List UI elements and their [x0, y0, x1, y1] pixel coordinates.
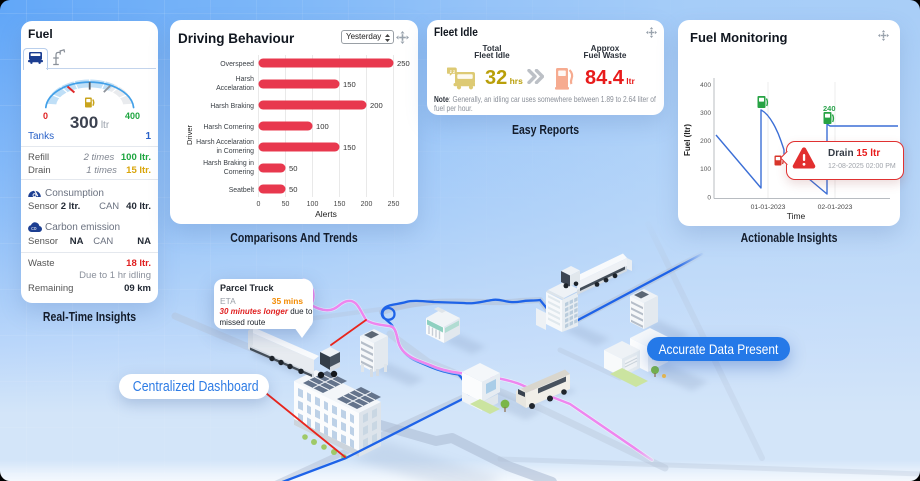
svg-text:200: 200 — [370, 101, 383, 110]
svg-text:Accelaration: Accelaration — [216, 85, 254, 92]
svg-text:Driver: Driver — [185, 124, 194, 145]
svg-text:co: co — [31, 226, 37, 232]
svg-text:Harsh Braking in: Harsh Braking in — [203, 160, 254, 167]
svg-text:400: 400 — [700, 82, 711, 89]
svg-text:50: 50 — [289, 164, 297, 173]
svg-text:150: 150 — [334, 201, 346, 208]
svg-text:Overspeed: Overspeed — [220, 61, 254, 68]
svg-text:300: 300 — [700, 110, 711, 117]
svg-text:250: 250 — [397, 59, 410, 68]
svg-text:0: 0 — [707, 195, 711, 202]
svg-text:100: 100 — [316, 122, 329, 131]
svg-text:0: 0 — [257, 201, 261, 208]
svg-text:Harsh Cornering: Harsh Cornering — [203, 124, 254, 131]
svg-text:50: 50 — [289, 185, 297, 194]
svg-text:z z: z z — [450, 69, 455, 74]
svg-text:240: 240 — [823, 104, 836, 113]
svg-text:100: 100 — [307, 201, 319, 208]
svg-text:Time: Time — [787, 211, 806, 221]
svg-text:Harsh Braking: Harsh Braking — [210, 103, 254, 110]
svg-text:01-01-2023: 01-01-2023 — [751, 204, 786, 211]
svg-text:150: 150 — [343, 80, 356, 89]
svg-text:100: 100 — [700, 166, 711, 173]
svg-text:Harsh Accelaration: Harsh Accelaration — [196, 139, 254, 146]
svg-text:Alerts: Alerts — [315, 209, 337, 219]
svg-text:250: 250 — [388, 201, 400, 208]
svg-text:150: 150 — [343, 143, 356, 152]
svg-text:in Cornering: in Cornering — [216, 148, 254, 155]
svg-text:Seatbelt: Seatbelt — [229, 187, 254, 194]
svg-text:Fuel (ltr): Fuel (ltr) — [683, 124, 692, 156]
svg-text:Cornering: Cornering — [224, 169, 254, 176]
svg-text:200: 200 — [361, 201, 373, 208]
svg-text:50: 50 — [282, 201, 290, 208]
svg-text:02-01-2023: 02-01-2023 — [818, 204, 853, 211]
svg-text:Harsh: Harsh — [236, 76, 255, 83]
svg-text:200: 200 — [700, 138, 711, 145]
